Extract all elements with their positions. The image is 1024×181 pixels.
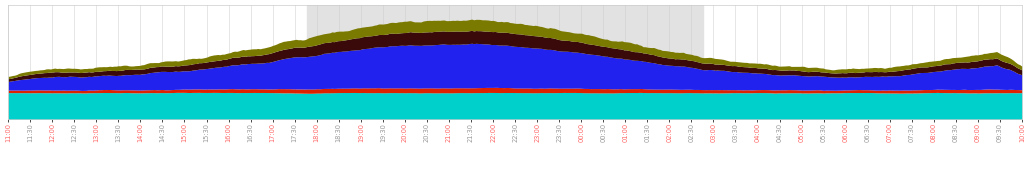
Bar (307, 5, 702, 119)
